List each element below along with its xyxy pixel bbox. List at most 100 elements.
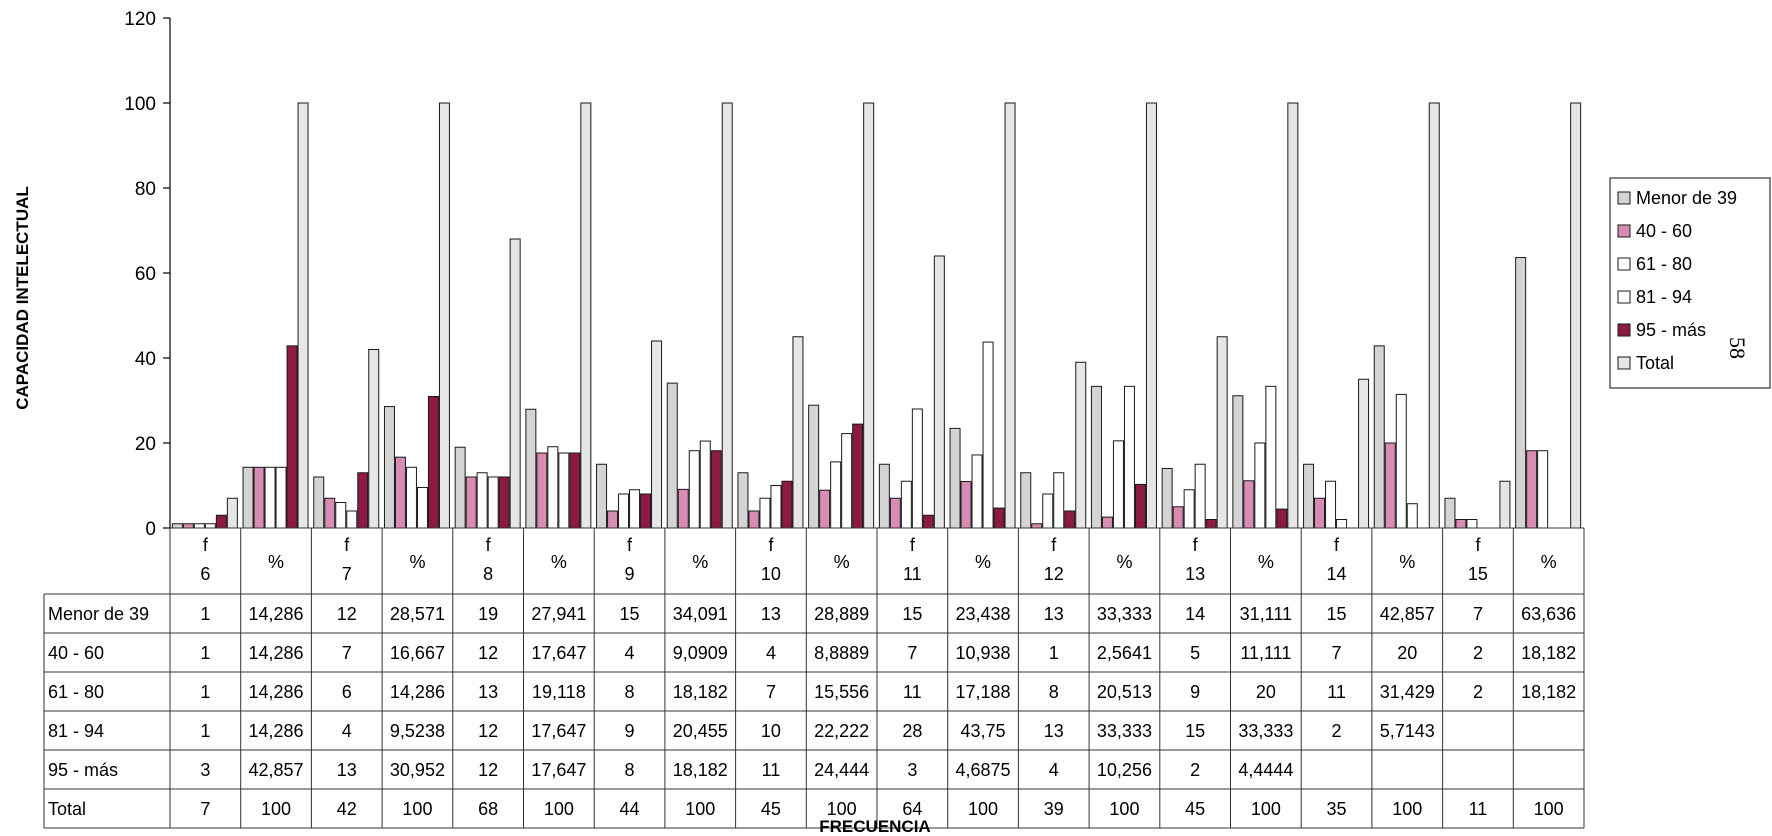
bar bbox=[651, 340, 663, 529]
category-label: 8 bbox=[483, 564, 493, 584]
table-cell-value: 1 bbox=[200, 682, 210, 702]
bar bbox=[781, 480, 793, 529]
table-cell-value: 1 bbox=[200, 721, 210, 741]
bar bbox=[1444, 497, 1456, 529]
table-cell-value: 8 bbox=[1049, 682, 1059, 702]
bar bbox=[1123, 385, 1135, 529]
table-cell-value: 18,182 bbox=[673, 682, 728, 702]
table-cell-value: 31,111 bbox=[1240, 604, 1292, 624]
category-label-top: f bbox=[1051, 535, 1057, 555]
table-cell-value: 13 bbox=[761, 604, 781, 624]
bar bbox=[182, 523, 194, 529]
table-cell-value: 35 bbox=[1327, 799, 1347, 819]
table-cell-value: 1 bbox=[200, 643, 210, 663]
bar bbox=[1406, 503, 1418, 529]
category-label-top: f bbox=[768, 535, 774, 555]
table-cell-value: 42 bbox=[337, 799, 357, 819]
bar bbox=[226, 497, 238, 529]
bar bbox=[1145, 102, 1157, 529]
category-label: 14 bbox=[1327, 564, 1347, 584]
category-label: % bbox=[692, 552, 708, 572]
table-cell-value: 14,286 bbox=[249, 643, 304, 663]
table-cell-value: 45 bbox=[1185, 799, 1205, 819]
bar bbox=[297, 102, 309, 529]
table-row-label: 61 - 80 bbox=[48, 682, 104, 702]
page-number: 58 bbox=[1725, 337, 1750, 359]
category-label: % bbox=[1258, 552, 1274, 572]
category-label: % bbox=[409, 552, 425, 572]
table-cell-value: 5,7143 bbox=[1380, 721, 1435, 741]
table-cell-value: 24,444 bbox=[814, 760, 869, 780]
y-tick-label: 100 bbox=[124, 94, 156, 115]
table-cell-value: 15 bbox=[902, 604, 922, 624]
table-cell-value: 14,286 bbox=[249, 604, 304, 624]
table-cell-value: 17,647 bbox=[531, 643, 586, 663]
bar bbox=[677, 488, 689, 529]
table-cell-value: 28,889 bbox=[814, 604, 869, 624]
table-cell-value: 17,188 bbox=[956, 682, 1011, 702]
category-label-top: f bbox=[486, 535, 492, 555]
table-cell-value: 63,636 bbox=[1521, 604, 1576, 624]
bar bbox=[1384, 442, 1396, 529]
bar bbox=[264, 466, 276, 529]
bar bbox=[960, 481, 972, 529]
table-cell-value: 1 bbox=[200, 604, 210, 624]
category-label-top: f bbox=[203, 535, 209, 555]
table-cell-value: 14,286 bbox=[390, 682, 445, 702]
table-cell-value: 7 bbox=[1473, 604, 1483, 624]
table-cell-value: 9 bbox=[625, 721, 635, 741]
legend-box bbox=[1609, 177, 1771, 389]
bar bbox=[509, 238, 521, 529]
bar bbox=[525, 408, 537, 529]
table-cell-value: 15 bbox=[620, 604, 640, 624]
bar bbox=[596, 463, 608, 529]
bar bbox=[416, 487, 428, 529]
table-cell-value: 68 bbox=[478, 799, 498, 819]
y-axis: 0 20 40 60 80 100 120 bbox=[124, 9, 171, 540]
bar bbox=[640, 493, 652, 529]
table-cell-value: 17,647 bbox=[531, 721, 586, 741]
bar bbox=[438, 102, 450, 529]
bar bbox=[1325, 480, 1337, 529]
table-cell-value: 13 bbox=[337, 760, 357, 780]
category-label: 11 bbox=[903, 564, 922, 584]
category-label: 10 bbox=[761, 564, 781, 584]
table-cell-value: 28,571 bbox=[390, 604, 445, 624]
table-cell-value: 9 bbox=[1190, 682, 1200, 702]
legend-swatch bbox=[1617, 290, 1631, 304]
table-cell-value: 22,222 bbox=[814, 721, 869, 741]
bar bbox=[1232, 395, 1244, 529]
bar bbox=[357, 472, 369, 529]
y-axis-title: CAPACIDAD INTELECTUAL bbox=[13, 186, 32, 410]
bar bbox=[1020, 472, 1032, 529]
bar bbox=[1373, 345, 1385, 529]
bar bbox=[1042, 493, 1054, 529]
bar bbox=[1216, 336, 1228, 529]
table-row-label: Menor de 39 bbox=[48, 604, 149, 624]
table-cell-value: 34,091 bbox=[673, 604, 728, 624]
table-cell-value: 100 bbox=[402, 799, 432, 819]
category-label-top: f bbox=[344, 535, 350, 555]
table-row-label: 81 - 94 bbox=[48, 721, 104, 741]
table-cell-value: 11 bbox=[1469, 799, 1488, 819]
table-cell-value: 18,182 bbox=[1521, 682, 1576, 702]
table-cell-value: 18,182 bbox=[673, 760, 728, 780]
category-label: 6 bbox=[200, 564, 210, 584]
table-cell-value: 33,333 bbox=[1097, 721, 1152, 741]
table-cell-value: 11 bbox=[1327, 682, 1346, 702]
bar bbox=[1287, 102, 1299, 529]
category-label-top: f bbox=[1334, 535, 1340, 555]
bar bbox=[1314, 497, 1326, 529]
table-cell-value: 2 bbox=[1473, 682, 1483, 702]
bar bbox=[1276, 508, 1288, 529]
bar bbox=[454, 446, 466, 529]
table-cell-value: 16,667 bbox=[390, 643, 445, 663]
bar bbox=[1064, 510, 1076, 529]
table-cell-value: 64 bbox=[902, 799, 922, 819]
category-label: % bbox=[1399, 552, 1415, 572]
table-row-label: 95 - más bbox=[48, 760, 118, 780]
table-cell-value: 4 bbox=[1049, 760, 1059, 780]
table-cell-value: 45 bbox=[761, 799, 781, 819]
legend-swatch bbox=[1617, 191, 1631, 205]
bar bbox=[808, 404, 820, 529]
